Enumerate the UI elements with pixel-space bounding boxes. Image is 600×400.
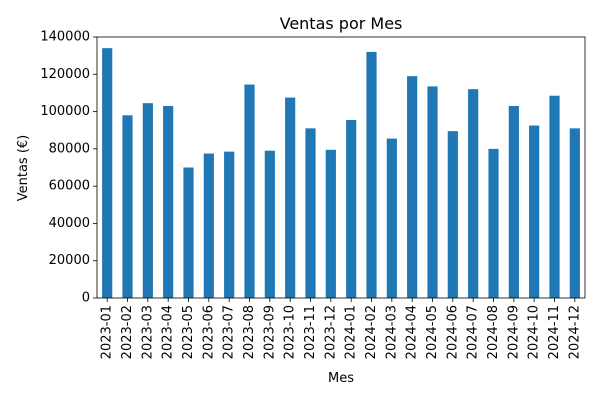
bar-2024-06	[447, 131, 458, 298]
x-tick-label: 2024-04	[405, 305, 420, 359]
bar-2023-03	[142, 103, 153, 299]
bar-2024-05	[427, 86, 438, 299]
bar-2024-10	[529, 125, 540, 298]
y-tick-label: 40000	[49, 216, 90, 231]
x-tick-label: 2023-07	[222, 305, 237, 359]
x-axis-label: Mes	[328, 371, 354, 386]
bar-2023-08	[244, 84, 255, 298]
bar-2024-12	[569, 128, 580, 298]
bar-2023-07	[224, 151, 235, 298]
bar-2023-01	[102, 48, 113, 298]
x-tick-label: 2024-02	[364, 305, 379, 359]
y-tick-label: 60000	[49, 179, 90, 194]
y-tick-label: 100000	[40, 104, 90, 119]
x-tick-label: 2023-06	[201, 305, 216, 359]
x-tick-label: 2023-02	[120, 305, 135, 359]
x-axis: 2023-01 2023-02 2023-03 2023-04 2023-05 2023-…	[100, 298, 582, 359]
x-tick-label: 2023-11	[303, 305, 318, 359]
x-tick-label: 2024-11	[547, 305, 562, 359]
y-axis: 0 20000 40000 60000 80000 100000 120000 140000	[40, 30, 97, 306]
x-tick-label: 2024-01	[344, 305, 359, 359]
y-tick-label: 140000	[40, 30, 90, 45]
bar-2024-09	[508, 105, 519, 298]
x-tick-label: 2023-09	[262, 305, 277, 359]
y-tick-label: 0	[82, 291, 90, 306]
bar-2023-12	[325, 149, 336, 298]
bar-2023-09	[264, 150, 275, 298]
bar-2023-10	[285, 97, 296, 298]
y-tick-label: 80000	[49, 141, 90, 156]
x-tick-label: 2024-03	[384, 305, 399, 359]
x-tick-label: 2024-09	[506, 305, 521, 359]
bar-2024-11	[549, 95, 560, 298]
x-tick-label: 2024-07	[466, 305, 481, 359]
x-tick-label: 2024-10	[527, 305, 542, 359]
bar-2023-05	[183, 167, 194, 298]
x-tick-label: 2023-01	[100, 305, 115, 359]
bar-2024-07	[468, 89, 479, 298]
y-tick-label: 20000	[49, 253, 90, 268]
x-tick-label: 2023-08	[242, 305, 257, 359]
bar-2023-02	[122, 115, 133, 298]
x-tick-label: 2024-05	[425, 305, 440, 359]
y-axis-label: Ventas (€)	[16, 135, 31, 202]
x-tick-label: 2023-12	[323, 305, 338, 359]
chart-title: Ventas por Mes	[280, 14, 403, 33]
bars-group	[102, 48, 580, 299]
y-tick-label: 120000	[40, 67, 90, 82]
x-tick-label: 2024-12	[567, 305, 582, 359]
bar-2023-06	[203, 153, 214, 298]
bar-2024-03	[386, 138, 397, 298]
x-tick-label: 2024-06	[445, 305, 460, 359]
bar-2024-08	[488, 148, 499, 298]
bar-2023-04	[163, 105, 174, 298]
x-tick-label: 2023-10	[283, 305, 298, 359]
x-tick-label: 2023-04	[161, 305, 176, 359]
x-tick-label: 2023-03	[140, 305, 155, 359]
bar-2024-01	[346, 119, 357, 299]
bar-2023-11	[305, 128, 316, 298]
x-tick-label: 2023-05	[181, 305, 196, 359]
bar-2024-04	[407, 76, 418, 299]
plot-frame	[96, 36, 586, 299]
bar-2024-02	[366, 51, 377, 298]
x-tick-label: 2024-08	[486, 305, 501, 359]
